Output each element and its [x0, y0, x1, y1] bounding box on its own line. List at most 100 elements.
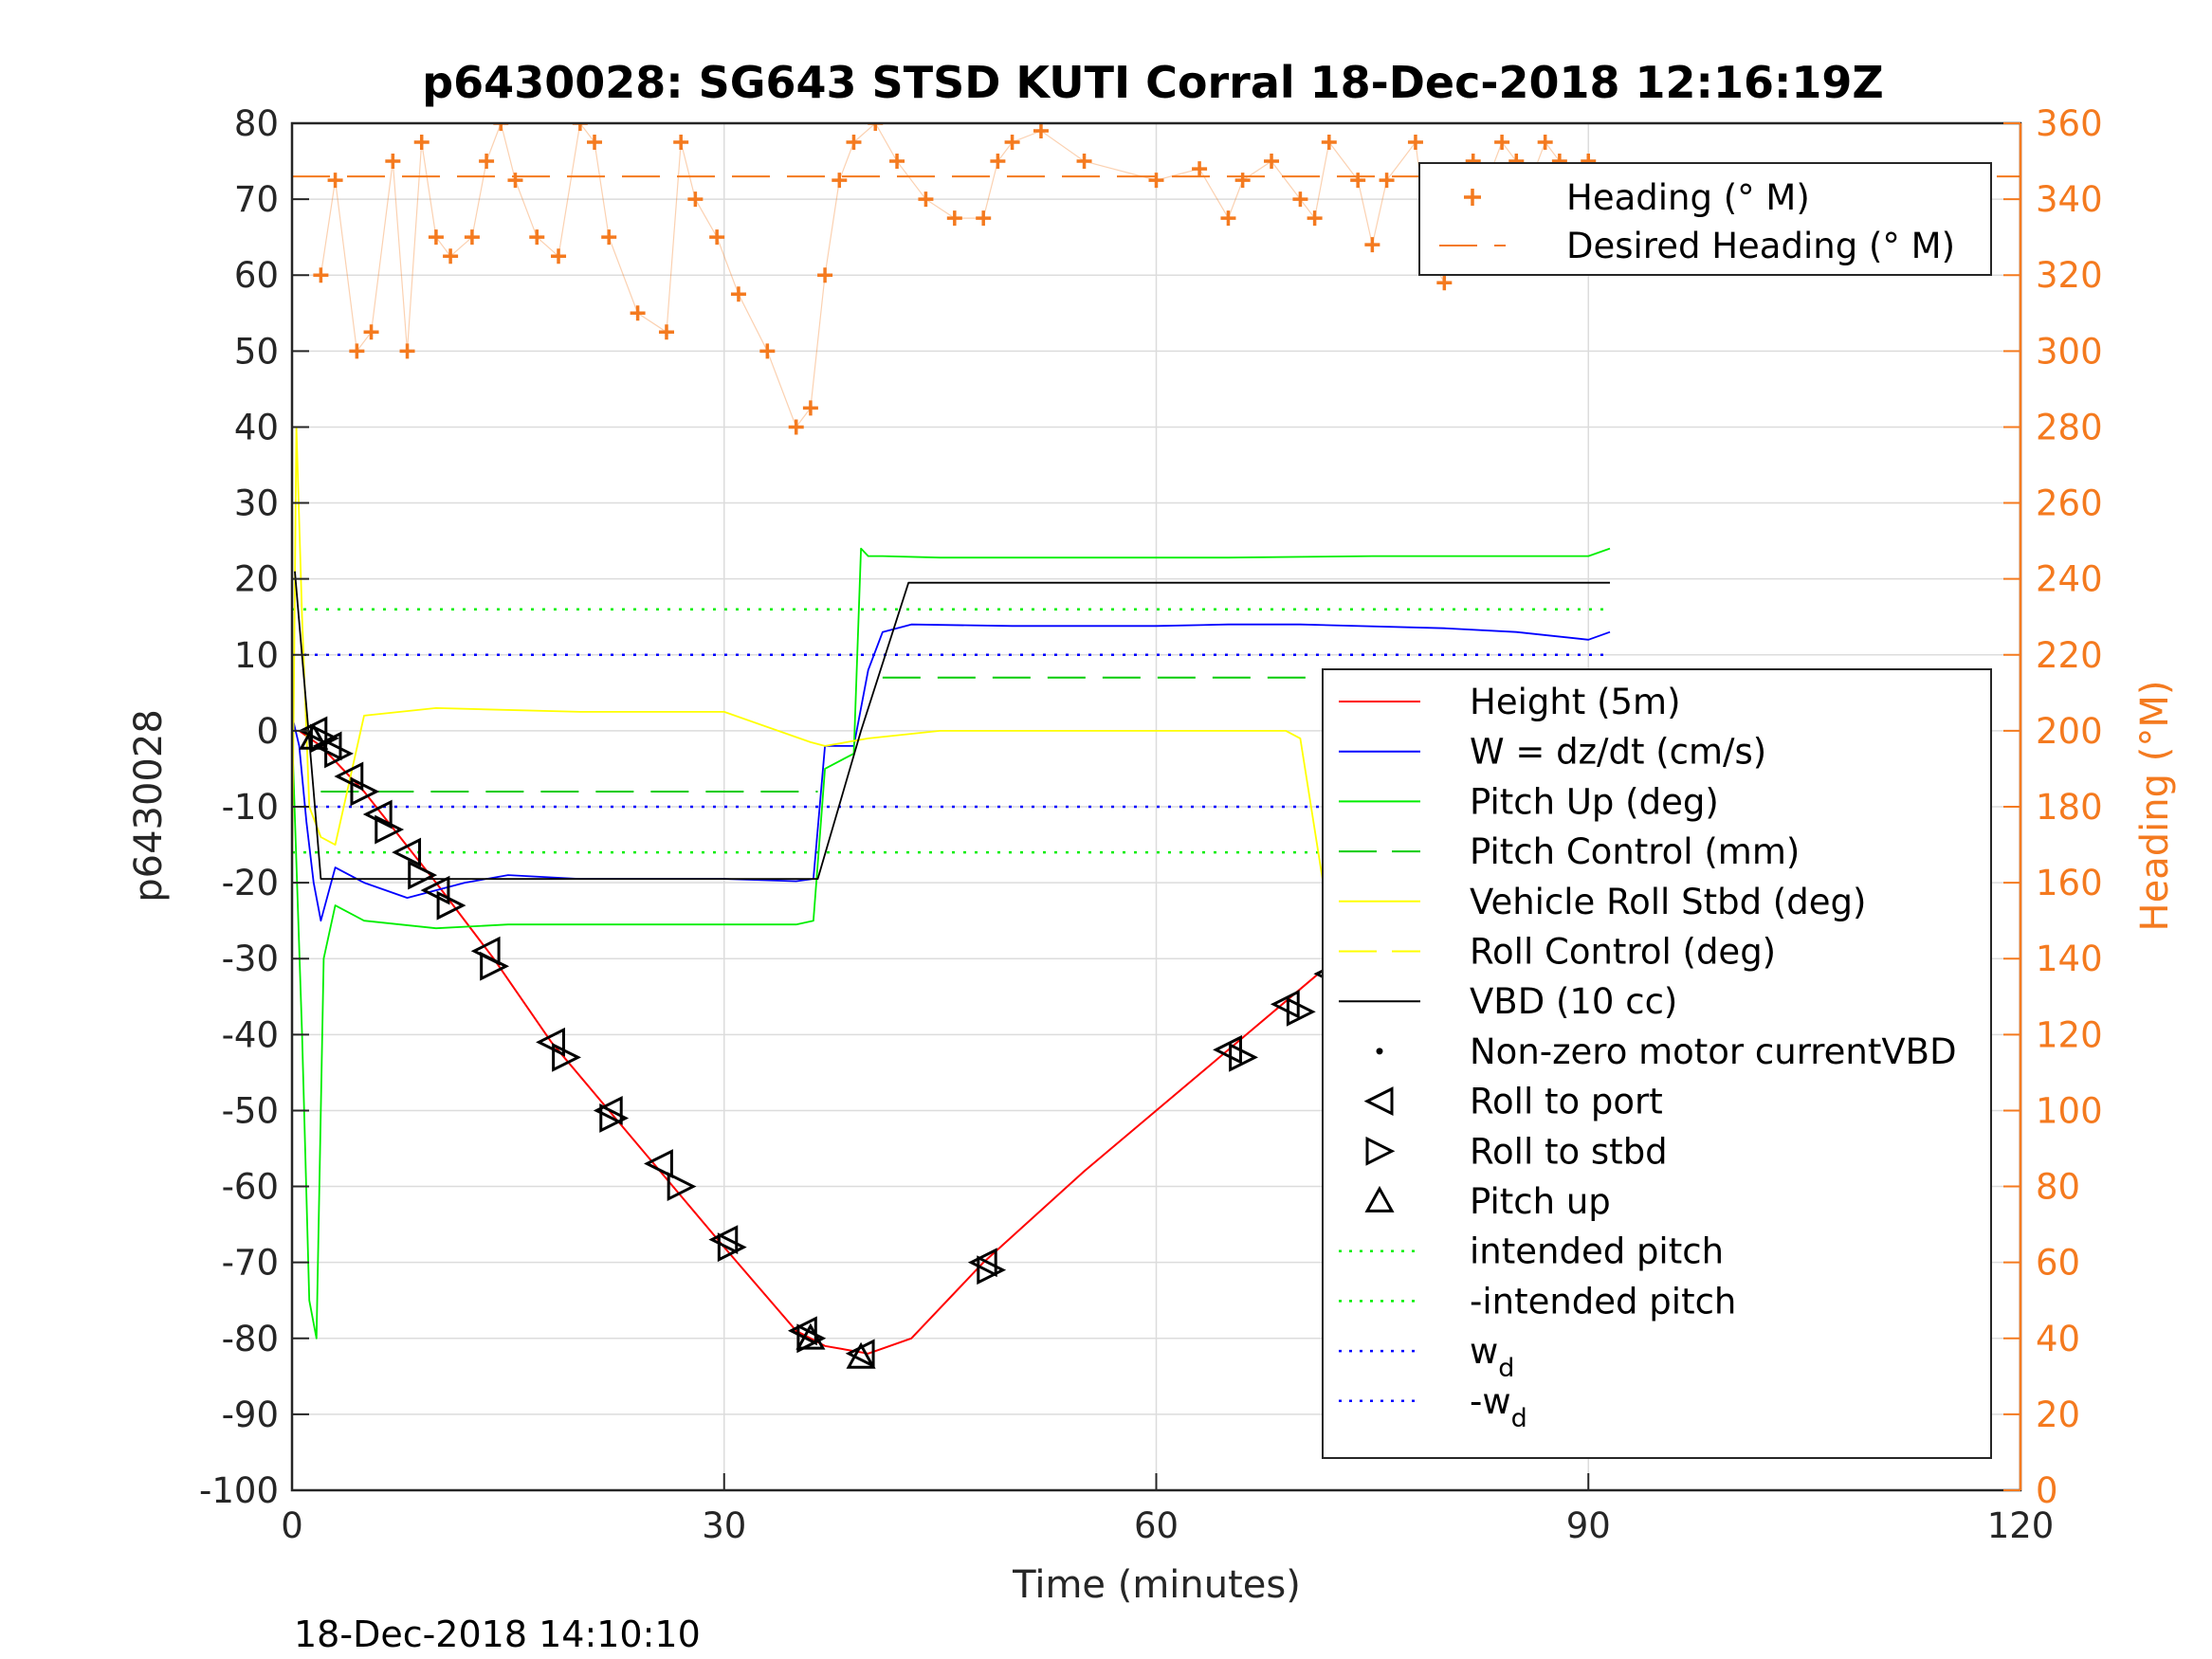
heading-point [1537, 135, 1553, 151]
y-tick-label: -10 [222, 787, 279, 828]
legend-label: VBD (10 cc) [1470, 981, 1677, 1022]
legend-label: Pitch up [1470, 1181, 1611, 1222]
y-right-tick-label: 340 [2036, 179, 2103, 220]
y-right-tick-label: 360 [2036, 103, 2103, 144]
y-right-tick-label: 280 [2036, 407, 2103, 447]
heading-point [1192, 161, 1208, 177]
roll-to-stbd-marker [480, 951, 510, 981]
y-right-tick-label: 40 [2036, 1319, 2080, 1359]
heading-point [349, 343, 365, 359]
heading-point [1234, 173, 1251, 189]
heading-point [1220, 210, 1236, 227]
heading-point [868, 123, 884, 131]
roll-to-port-marker [420, 875, 450, 905]
chart-title: p6430028: SG643 STSD KUTI Corral 18-Dec-… [422, 57, 1883, 108]
heading-point [1407, 135, 1423, 151]
heading-point [630, 305, 646, 321]
heading-point [1321, 135, 1337, 151]
y-right-axis-ticks: 3603403203002802602402202001801601401201… [2003, 103, 2103, 1511]
y-tick-label: -60 [222, 1167, 279, 1208]
y-tick-label: 20 [234, 559, 279, 600]
legend-label-subscript: d [1511, 1404, 1527, 1433]
roll-to-port-marker [593, 1096, 623, 1125]
legend-symbol [1363, 1086, 1394, 1117]
main-legend: Height (5m) W = dz/dt (cm/s) Pitch Up (deg… [1322, 668, 1992, 1459]
legend-label: -intended pitch [1470, 1281, 1736, 1322]
timestamp-footnote: 18-Dec-2018 14:10:10 [294, 1613, 701, 1655]
heading-point [673, 135, 689, 151]
legend-symbol [1364, 1185, 1395, 1212]
roll-to-stbd-marker [408, 860, 438, 890]
y-right-tick-label: 140 [2036, 939, 2103, 979]
y-right-tick-label: 260 [2036, 483, 2103, 524]
legend-label: Pitch Up (deg) [1470, 781, 1719, 822]
y-tick-label: -50 [222, 1090, 279, 1131]
heading-point [658, 324, 674, 340]
heading-point [817, 267, 833, 283]
x-tick-label: 30 [702, 1505, 746, 1546]
legend-label: W = dz/dt (cm/s) [1470, 732, 1766, 773]
heading-point [1264, 154, 1280, 170]
roll-to-port-marker [392, 837, 422, 867]
x-tick-label: 120 [1987, 1505, 2055, 1546]
roll-to-stbd-marker [375, 814, 405, 845]
heading-point [493, 123, 509, 131]
heading-point [399, 343, 415, 359]
heading-point [479, 154, 495, 170]
heading-point [551, 248, 567, 264]
heading-point [363, 324, 379, 340]
roll-to-stbd-marker [1286, 996, 1316, 1027]
roll-to-port-marker [334, 761, 364, 792]
y-tick-label: 70 [234, 179, 279, 220]
series-vbd-10-cc [294, 571, 1610, 880]
y-right-tick-label: 300 [2036, 331, 2103, 372]
y-right-tick-label: 120 [2036, 1014, 2103, 1055]
legend-label: intended pitch [1470, 1231, 1724, 1272]
heading-point [730, 286, 746, 302]
heading-point [413, 135, 430, 151]
y-right-tick-label: 320 [2036, 255, 2103, 296]
heading-point [428, 229, 444, 246]
y-tick-label: 50 [234, 331, 279, 372]
heading-legend: Heading (° M) Desired Heading (° M) [1418, 162, 1992, 276]
heading-point [1292, 191, 1308, 208]
heading-point [1076, 154, 1092, 170]
heading-point [990, 154, 1006, 170]
legend-symbol [1376, 1048, 1383, 1055]
heading-point [1436, 275, 1453, 291]
x-axis-ticks: 0 30 60 90 120 [281, 1473, 2054, 1546]
heading-point [464, 229, 480, 246]
heading-point [1494, 135, 1510, 151]
legend-label: Height (5m) [1470, 682, 1681, 722]
heading-point [846, 135, 862, 151]
y-right-axis-label: Heading (°M) [2133, 681, 2177, 932]
y-tick-label: 0 [256, 711, 279, 752]
roll-to-stbd-marker [350, 776, 380, 807]
legend-top-label: Heading (° M) [1566, 177, 1810, 218]
heading-point [976, 210, 992, 227]
pitch-up-marker [795, 1322, 826, 1350]
y-right-tick-label: 220 [2036, 635, 2103, 676]
pitch-up-marker [299, 722, 329, 750]
legend-label: Roll Control (deg) [1470, 932, 1776, 973]
heading-legend-box [1418, 162, 1992, 276]
heading-point [709, 229, 725, 246]
heading-point [327, 173, 343, 189]
roll-to-stbd-marker [599, 1103, 630, 1133]
y-tick-label: -30 [222, 939, 279, 979]
heading-point [889, 154, 905, 170]
y-tick-label: 40 [234, 407, 279, 447]
y-tick-label: -80 [222, 1319, 279, 1359]
y-right-tick-label: 160 [2036, 863, 2103, 903]
y-right-tick-label: 240 [2036, 559, 2103, 600]
heading-point [313, 267, 329, 283]
heading-point [385, 154, 401, 170]
legend-top-label: Desired Heading (° M) [1566, 226, 1955, 266]
roll-to-stbd-marker [796, 1323, 827, 1354]
y-right-tick-label: 60 [2036, 1243, 2080, 1284]
roll-to-port-marker [708, 1225, 739, 1255]
heading-point [443, 248, 459, 264]
y-tick-label: -40 [222, 1014, 279, 1055]
x-tick-label: 90 [1566, 1505, 1611, 1546]
heading-point [802, 400, 818, 416]
